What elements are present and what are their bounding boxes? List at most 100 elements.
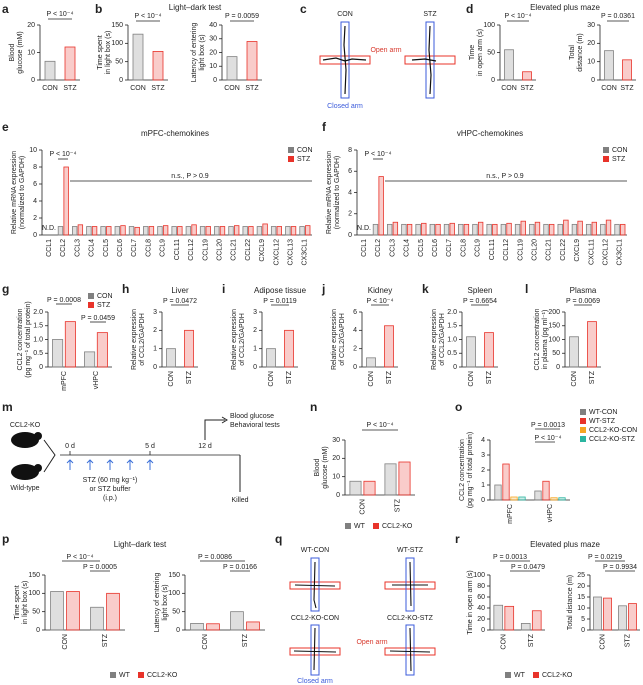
y-tick-label: 1.5 <box>33 323 43 330</box>
y-tick-label: 10 <box>209 63 217 70</box>
legend-label: WT-CON <box>589 409 617 416</box>
bar <box>205 226 211 236</box>
bar <box>502 463 510 501</box>
bar <box>276 226 282 236</box>
bar <box>66 591 80 631</box>
mouse-icon <box>34 464 42 472</box>
y-tick-label: 2.0 <box>33 309 43 316</box>
bar <box>605 219 612 236</box>
bar <box>384 325 394 368</box>
annotation: P = 0.0086 <box>198 554 232 561</box>
bar <box>603 597 612 631</box>
maze-label: WT-CON <box>301 547 329 554</box>
x-tick-label: STZ <box>245 85 259 92</box>
y-tick-label: 4 <box>353 327 357 334</box>
bar <box>520 220 526 236</box>
bar <box>622 59 632 81</box>
panel-label: r <box>455 532 460 546</box>
y-axis-label: Time <box>469 45 476 60</box>
bar <box>618 605 627 631</box>
legend-label: STZ <box>612 156 626 163</box>
bar <box>52 339 64 368</box>
legend-label: WT <box>514 672 526 679</box>
y-tick-label: 1.0 <box>33 336 43 343</box>
bar <box>510 496 518 501</box>
panel-label: o <box>455 400 462 414</box>
y-tick-label: 25 <box>577 572 585 579</box>
bar <box>72 226 78 236</box>
x-tick-label: CON <box>224 85 240 92</box>
x-tick-label: CCL2 <box>60 239 67 257</box>
bar <box>234 225 240 236</box>
panel-label: i <box>222 282 225 296</box>
y-tick-label: 80 <box>477 583 485 590</box>
legend-label: WT <box>354 523 366 530</box>
annotation: N.D. <box>42 225 56 232</box>
y-tick-label: 10 <box>332 474 340 481</box>
panel-label: e <box>2 120 9 134</box>
x-tick-label: CXCL13 <box>288 239 295 266</box>
x-tick-label: CXCL12 <box>273 239 280 266</box>
bar <box>270 226 277 236</box>
y-tick-label: 10 <box>29 147 37 154</box>
bar <box>531 610 542 631</box>
bar <box>492 223 498 236</box>
y-tick-label: 2 <box>33 215 37 222</box>
y-tick-label: 0 <box>581 627 585 634</box>
treatment-label: STZ (60 mg kg⁻¹) <box>83 477 138 484</box>
chart-title: Plasma <box>570 286 597 295</box>
bar <box>143 226 149 236</box>
bar <box>214 226 220 236</box>
maze-label: CCL2-KO-CON <box>291 615 339 622</box>
panel-label: g <box>2 282 9 296</box>
y-tick-label: 100 <box>473 572 485 579</box>
bar <box>384 463 397 496</box>
panel-label: b <box>95 2 102 16</box>
y-tick-label: 0 <box>213 77 217 84</box>
y-axis-label: (normalized to GAPDH) <box>19 156 26 230</box>
panel-label: a <box>2 2 9 16</box>
legend-label: STZ <box>297 156 311 163</box>
annotation: P < 10⁻⁴ <box>49 151 76 158</box>
bar <box>542 480 550 501</box>
bar <box>242 226 248 236</box>
annotation: P = 0.0013 <box>531 422 565 429</box>
bar <box>64 46 76 81</box>
bar <box>305 225 311 236</box>
y-axis-label: glucose (mM) <box>17 31 24 73</box>
y-axis-label: Time spent <box>97 35 104 69</box>
bar <box>77 224 84 236</box>
bar <box>284 329 294 368</box>
x-tick-label: STZ <box>386 370 393 384</box>
y-tick-label: 20 <box>27 22 35 29</box>
y-axis-label: Latency of entering <box>154 573 161 633</box>
group-label: Wild-type <box>10 485 39 492</box>
annotation: P = 0.9934 <box>603 564 637 571</box>
bar <box>443 223 450 236</box>
treatment-label: or STZ buffer <box>89 486 131 493</box>
bar <box>401 223 407 236</box>
bar <box>504 49 514 81</box>
bar <box>577 220 583 236</box>
y-tick-label: 50 <box>172 609 180 616</box>
y-tick-label: 100 <box>548 336 560 343</box>
annotation: P < 10⁻⁴ <box>134 13 161 20</box>
bar <box>206 623 220 631</box>
bar <box>366 357 376 368</box>
maze-label: CCL2-KO-STZ <box>387 615 434 622</box>
legend-marker <box>580 409 586 415</box>
y-tick-label: 2.0 <box>447 309 457 316</box>
x-tick-label: CCL9 <box>475 239 482 257</box>
bar <box>84 351 96 368</box>
bar <box>506 222 512 236</box>
bar <box>100 226 106 236</box>
y-tick-label: 100 <box>168 590 180 597</box>
y-tick-label: 150 <box>111 22 123 29</box>
x-tick-label: CON <box>202 634 209 650</box>
y-axis-label: (normalized to GAPDH) <box>334 156 341 230</box>
y-tick-label: 40 <box>209 22 217 29</box>
y-axis-label: CCL2 concentration <box>459 439 466 501</box>
annotation: P = 0.0008 <box>47 297 81 304</box>
x-tick-label: CCL7 <box>446 239 453 257</box>
y-axis-label: of CCL2/GAPDH <box>239 313 246 366</box>
